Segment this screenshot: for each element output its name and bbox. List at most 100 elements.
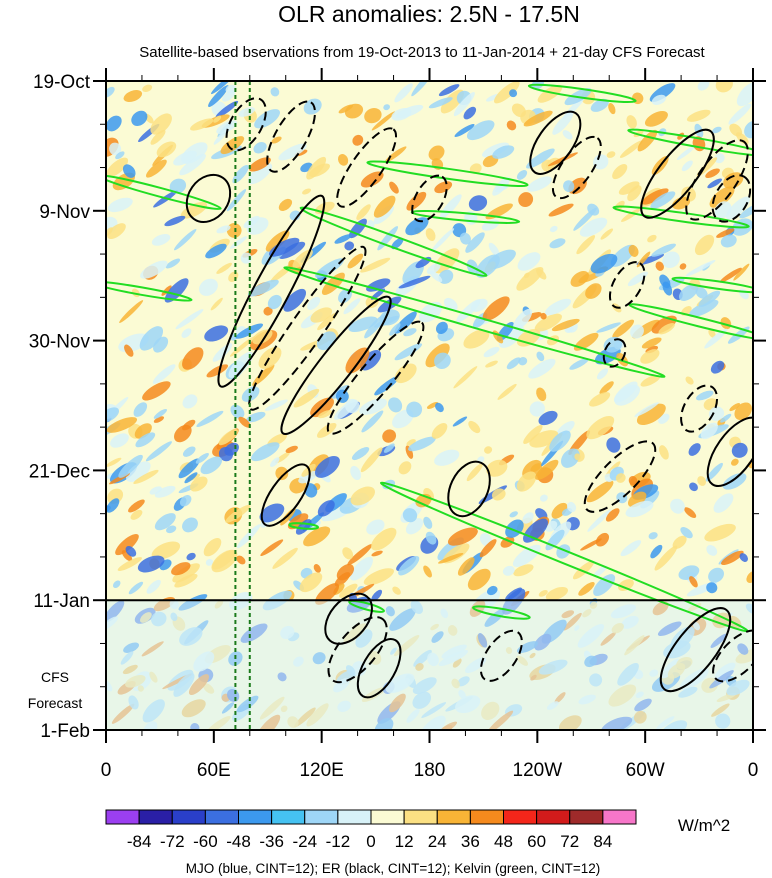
anomaly-patch: [109, 142, 122, 156]
anomaly-patch: [356, 204, 371, 221]
anomaly-patch: [729, 403, 741, 412]
anomaly-patch: [391, 237, 404, 250]
er-contour-negative: [411, 174, 448, 223]
anomaly-patch: [423, 516, 433, 529]
anomaly-patch: [117, 557, 142, 571]
anomaly-patch: [110, 433, 129, 448]
anomaly-patch: [716, 228, 735, 238]
anomaly-patch: [377, 296, 402, 313]
anomaly-patch: [709, 186, 735, 208]
y-tick-label: 11-Jan: [33, 591, 90, 612]
anomaly-patch: [382, 429, 397, 443]
anomaly-patch: [112, 580, 121, 589]
anomaly-patch: [253, 142, 267, 154]
anomaly-patch: [344, 241, 355, 251]
anomaly-patch: [578, 582, 595, 596]
anomaly-patch: [107, 488, 124, 504]
anomaly-patch: [428, 145, 445, 161]
anomaly-patch: [339, 583, 358, 598]
anomaly-patch: [599, 381, 614, 395]
anomaly-patch: [313, 564, 321, 573]
anomaly-patch: [708, 406, 725, 421]
anomaly-patch: [373, 315, 399, 328]
anomaly-patch: [145, 441, 172, 462]
anomaly-patch: [552, 111, 574, 135]
colorbar-label: -72: [160, 832, 185, 851]
anomaly-patch: [366, 519, 385, 535]
x-tick-label: 0: [748, 760, 759, 781]
anomaly-patch: [264, 399, 288, 411]
anomaly-patch: [549, 430, 571, 452]
anomaly-patch: [371, 550, 383, 557]
anomaly-patch: [502, 565, 515, 576]
colorbar-swatch: [204, 809, 239, 825]
anomaly-patch: [705, 462, 723, 482]
anomaly-patch: [618, 181, 640, 195]
anomaly-patch: [627, 185, 642, 202]
anomaly-patch: [371, 527, 397, 551]
anomaly-patch: [164, 278, 189, 303]
anomaly-patch: [528, 358, 556, 379]
anomaly-patch: [518, 192, 534, 208]
anomaly-patch: [453, 366, 478, 389]
forecast-region: [106, 600, 753, 730]
anomaly-patch: [719, 267, 742, 283]
anomaly-patch: [710, 360, 725, 374]
anomaly-patch: [293, 388, 320, 408]
anomaly-patch: [230, 404, 245, 419]
anomaly-patch: [135, 432, 156, 448]
er-contour-negative: [712, 629, 753, 683]
anomaly-patch: [658, 323, 675, 335]
anomaly-patch: [628, 475, 638, 486]
anomaly-patch: [171, 562, 191, 576]
anomaly-patch: [573, 207, 597, 231]
er-contour-negative: [680, 384, 719, 433]
anomaly-patch: [640, 349, 660, 364]
anomaly-patch: [235, 323, 264, 339]
anomaly-patch: [203, 538, 222, 557]
anomaly-patch: [435, 321, 448, 335]
anomaly-patch: [618, 579, 634, 592]
anomaly-patch: [628, 244, 639, 257]
anomaly-patch: [506, 120, 517, 131]
anomaly-patch: [272, 547, 298, 569]
anomaly-patch: [106, 157, 129, 178]
y-tick-label: 21-Dec: [29, 461, 90, 482]
y-axis: 19-Oct 9-Nov 30-Nov 21-Dec 11-Jan 1-Feb: [29, 72, 766, 742]
chart-subtitle: Satellite-based bservations from 19-Oct-…: [139, 44, 705, 61]
anomaly-patch: [151, 541, 181, 560]
anomaly-patch: [190, 118, 214, 131]
anomaly-patch: [238, 416, 251, 428]
anomaly-patch: [405, 217, 429, 236]
anomaly-patch: [243, 215, 260, 229]
kelvin-contour: [472, 605, 531, 620]
anomaly-patch: [549, 225, 558, 233]
anomaly-patch: [215, 100, 239, 119]
forecast-shade: [106, 600, 753, 730]
anomaly-patch: [260, 539, 284, 557]
forecast-label-line1: CFS: [41, 669, 69, 685]
anomaly-patch: [371, 589, 383, 602]
reference-lines: [234, 81, 251, 730]
anomaly-patch: [169, 178, 187, 194]
anomaly-patch: [208, 85, 229, 108]
x-axis: 0 60E 120E 180 120W 60W 0: [101, 68, 759, 781]
anomaly-patch: [537, 84, 563, 103]
anomaly-patch: [278, 143, 307, 161]
anomaly-patch: [383, 443, 395, 453]
anomaly-patch: [271, 136, 282, 144]
anomaly-patch: [728, 103, 752, 125]
anomaly-patch: [434, 449, 460, 466]
anomaly-patch: [125, 545, 137, 557]
anomaly-patch: [131, 110, 148, 126]
anomaly-patch: [218, 428, 239, 446]
kelvin-contour: [288, 522, 320, 530]
anomaly-patch: [640, 374, 661, 387]
colorbar-swatch: [436, 809, 471, 825]
anomaly-patch: [435, 402, 444, 413]
anomaly-patch: [123, 90, 143, 103]
anomaly-patch: [684, 507, 697, 518]
colorbar-label: 48: [494, 832, 513, 851]
anomaly-patch: [620, 540, 642, 557]
anomaly-patch: [350, 556, 373, 581]
